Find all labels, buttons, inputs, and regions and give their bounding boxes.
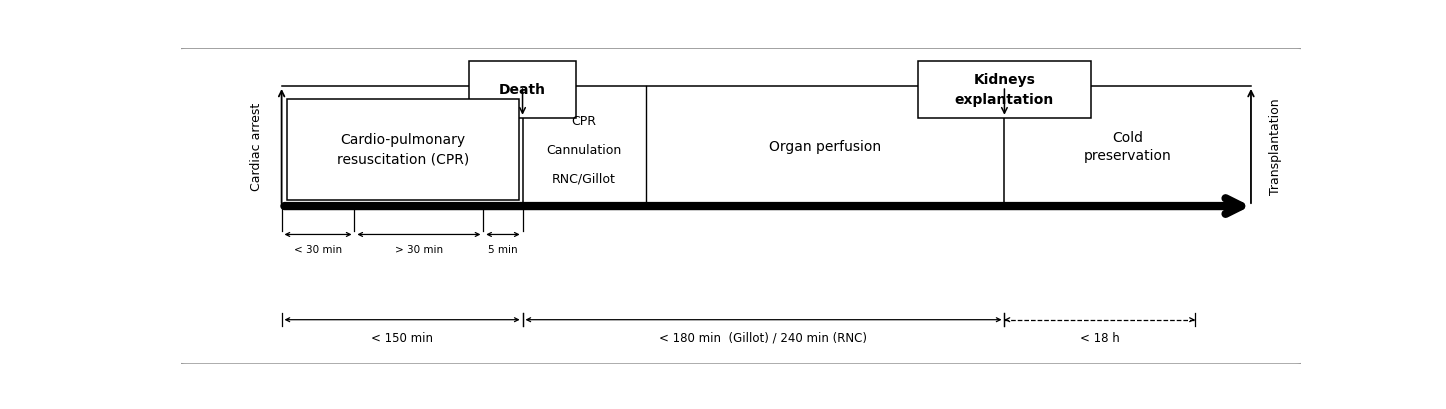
Text: 5 min: 5 min xyxy=(489,244,518,254)
Text: Kidneys
explantation: Kidneys explantation xyxy=(954,73,1054,107)
FancyBboxPatch shape xyxy=(918,62,1092,118)
FancyBboxPatch shape xyxy=(288,99,519,200)
Text: > 30 min: > 30 min xyxy=(395,244,442,254)
Text: Cannulation: Cannulation xyxy=(547,144,622,156)
Text: Cardiac arrest: Cardiac arrest xyxy=(250,103,263,191)
Text: Transplantation: Transplantation xyxy=(1270,99,1283,195)
Text: < 180 min  (Gillot) / 240 min (RNC): < 180 min (Gillot) / 240 min (RNC) xyxy=(659,331,868,344)
Text: Death: Death xyxy=(499,83,547,97)
Text: < 30 min: < 30 min xyxy=(294,244,343,254)
Text: Cardio-pulmonary
resuscitation (CPR): Cardio-pulmonary resuscitation (CPR) xyxy=(337,133,470,166)
Text: CPR: CPR xyxy=(571,115,597,128)
Text: < 18 h: < 18 h xyxy=(1080,331,1119,344)
FancyBboxPatch shape xyxy=(470,62,576,118)
Text: Organ perfusion: Organ perfusion xyxy=(769,140,881,154)
Text: Cold
preservation: Cold preservation xyxy=(1084,130,1171,163)
Text: RNC/Gillot: RNC/Gillot xyxy=(552,172,616,184)
FancyBboxPatch shape xyxy=(175,49,1307,364)
Text: < 150 min: < 150 min xyxy=(372,331,434,344)
